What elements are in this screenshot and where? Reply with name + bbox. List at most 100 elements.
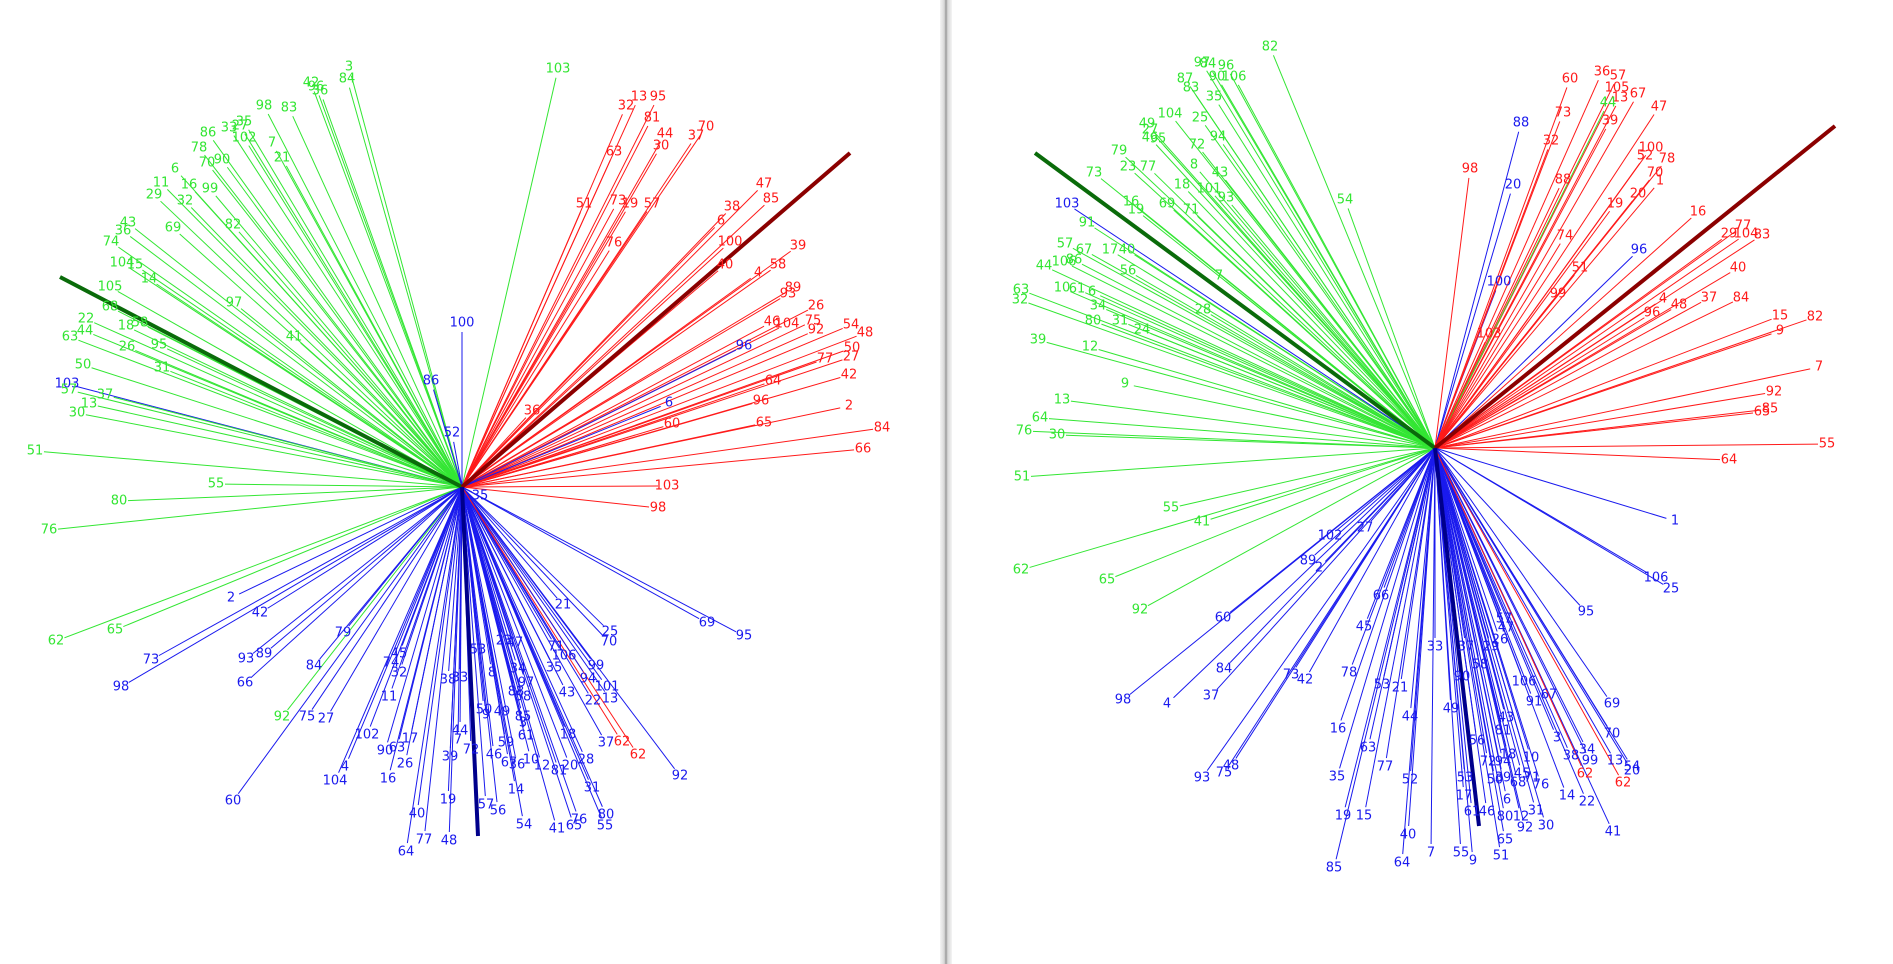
vector-label: 101	[1197, 182, 1222, 197]
vector-label: 34	[1579, 743, 1596, 758]
vector-line	[1434, 447, 1721, 461]
vector-label: 3	[519, 716, 527, 731]
vector-line	[1135, 275, 1436, 449]
vector-label: 62	[1577, 767, 1594, 782]
vector-label: 70	[698, 120, 715, 135]
vector-label: 51	[1572, 261, 1589, 276]
vector-label: 18	[118, 319, 135, 334]
vector-line	[1434, 187, 1560, 449]
vector-label: 29	[146, 188, 163, 203]
vector-line	[461, 159, 611, 488]
vector-label: 73	[1283, 668, 1300, 683]
vector-line	[411, 486, 463, 731]
vector-label: 11	[381, 690, 398, 705]
vector-label: 16	[181, 178, 198, 193]
vector-label: 9	[1776, 324, 1784, 339]
vector-label: 63	[389, 741, 406, 756]
vector-line	[461, 361, 817, 488]
vector-line	[461, 486, 700, 620]
vector-line	[461, 486, 592, 660]
panel-splitter[interactable]	[940, 0, 952, 964]
vector-label: 64	[1394, 856, 1411, 871]
vector-label: 26	[808, 299, 825, 314]
vector-label: 86	[200, 126, 217, 141]
vector-label: 105	[98, 280, 123, 295]
vector-label: 6	[665, 396, 673, 411]
vector-line	[170, 370, 463, 488]
vector-label: 20	[562, 759, 579, 774]
vector-label: 89	[1300, 554, 1317, 569]
vector-line	[457, 486, 463, 732]
vector-line	[224, 483, 463, 488]
vector-line	[160, 200, 463, 488]
vector-label: 106	[1052, 255, 1077, 270]
vector-label: 51	[1014, 470, 1031, 485]
vector-label: 60	[225, 794, 242, 809]
vector-label: 41	[1194, 515, 1211, 530]
vector-line	[1434, 317, 1645, 449]
vector-label: 97	[226, 296, 243, 311]
vector-label: 66	[1373, 589, 1390, 604]
vector-label: 100	[450, 316, 475, 331]
vector-label: 2	[227, 591, 235, 606]
vector-label: 33	[1427, 640, 1444, 655]
vector-label: 67	[501, 756, 518, 771]
vector-line	[461, 486, 618, 735]
vector-label: 84	[874, 421, 891, 436]
vector-line	[461, 486, 603, 736]
vector-label: 100	[1639, 141, 1664, 156]
vector-label: 83	[281, 101, 298, 116]
vector-label: 56	[1469, 734, 1486, 749]
vector-line	[118, 246, 463, 488]
vector-line	[1434, 412, 1754, 449]
vector-label: 102	[1318, 529, 1343, 544]
vector-label: 27	[1357, 521, 1374, 536]
vector-label: 103	[55, 377, 80, 392]
vector-label: 36	[524, 404, 541, 419]
vector-label: 96	[308, 80, 325, 95]
vector-label: 16	[380, 772, 397, 787]
vector-line	[1434, 447, 1517, 775]
vector-label: 43	[1498, 711, 1515, 726]
vector-line	[1206, 70, 1436, 449]
vector-label: 53	[1374, 678, 1391, 693]
vector-label: 37	[1458, 640, 1475, 655]
vector-line	[1434, 443, 1819, 449]
vector-label: 44	[77, 324, 94, 339]
vector-label: 67	[1076, 243, 1093, 258]
vector-label: 48	[441, 834, 458, 849]
vector-label: 9	[482, 708, 490, 723]
vector-label: 52	[444, 426, 461, 441]
vector-label: 102	[232, 131, 257, 146]
vector-label: 86	[1066, 253, 1083, 268]
vector-line	[1434, 447, 1502, 754]
vector-line	[1434, 447, 1667, 519]
vector-line	[1434, 230, 1736, 449]
vector-label: 32	[391, 666, 408, 681]
vector-label: 32	[1012, 293, 1029, 308]
vector-label: 16	[1330, 722, 1347, 737]
vector-label: 23	[496, 634, 513, 649]
vector-label: 37	[598, 736, 615, 751]
vector-label: 13	[1054, 393, 1071, 408]
vector-line	[1134, 254, 1436, 449]
vector-label: 36	[312, 84, 329, 99]
vector-label: 28	[1195, 303, 1212, 318]
vector-line	[240, 308, 463, 488]
vector-line	[78, 339, 463, 488]
vector-label: 45	[391, 647, 408, 662]
vector-label: 42	[252, 606, 269, 621]
vector-label: 40	[1400, 828, 1417, 843]
vector-line	[461, 327, 843, 488]
vector-line	[1434, 392, 1766, 449]
vector-label: 65	[1497, 833, 1514, 848]
vector-label: 30	[1538, 819, 1555, 834]
vector-label: 92	[274, 710, 291, 725]
vector-label: 10	[523, 753, 540, 768]
vector-line	[318, 95, 463, 488]
vector-line	[461, 227, 716, 488]
vector-label: 106	[1512, 675, 1537, 690]
vector-line	[461, 486, 565, 727]
